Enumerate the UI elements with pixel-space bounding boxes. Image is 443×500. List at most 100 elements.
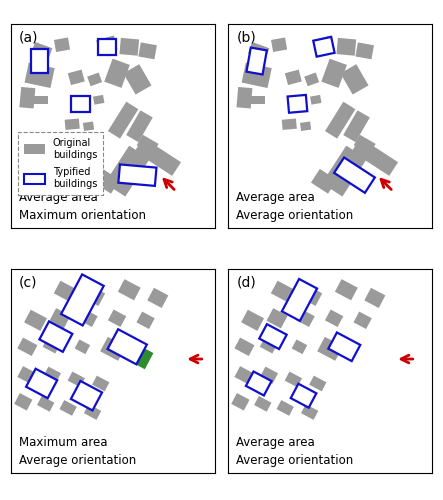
Polygon shape	[79, 310, 97, 327]
Text: Maximum orientation: Maximum orientation	[19, 209, 146, 222]
Polygon shape	[71, 381, 102, 410]
Polygon shape	[118, 279, 141, 300]
Polygon shape	[291, 340, 307, 354]
Polygon shape	[136, 312, 155, 329]
Polygon shape	[54, 38, 70, 52]
Polygon shape	[24, 62, 54, 88]
Polygon shape	[24, 310, 47, 331]
Polygon shape	[147, 288, 168, 308]
Text: (a): (a)	[19, 30, 39, 44]
Polygon shape	[37, 396, 54, 411]
Polygon shape	[118, 164, 156, 186]
Polygon shape	[65, 118, 80, 130]
Polygon shape	[31, 42, 52, 60]
Polygon shape	[17, 338, 38, 356]
Polygon shape	[334, 158, 375, 193]
Polygon shape	[136, 134, 159, 154]
Polygon shape	[352, 138, 398, 176]
Polygon shape	[276, 400, 294, 416]
Polygon shape	[43, 366, 61, 384]
Polygon shape	[121, 340, 153, 370]
Text: Average orientation: Average orientation	[236, 454, 354, 467]
Polygon shape	[31, 96, 48, 104]
Polygon shape	[309, 376, 326, 392]
Polygon shape	[31, 49, 48, 74]
Polygon shape	[249, 96, 265, 104]
Polygon shape	[104, 58, 130, 88]
Polygon shape	[310, 95, 322, 104]
Polygon shape	[105, 146, 150, 196]
Text: Average area: Average area	[19, 190, 98, 203]
Polygon shape	[248, 42, 269, 60]
Polygon shape	[282, 279, 317, 321]
Polygon shape	[337, 38, 356, 56]
Polygon shape	[300, 122, 311, 131]
Polygon shape	[328, 332, 360, 361]
Polygon shape	[282, 118, 297, 130]
Legend: Original
buildings, Typified
buildings: Original buildings, Typified buildings	[18, 132, 103, 194]
Polygon shape	[92, 376, 109, 392]
Polygon shape	[271, 38, 287, 52]
Polygon shape	[355, 42, 374, 59]
Text: (d): (d)	[236, 276, 256, 289]
Polygon shape	[325, 102, 355, 138]
Polygon shape	[241, 310, 264, 331]
Polygon shape	[271, 280, 295, 303]
Polygon shape	[317, 337, 343, 361]
Polygon shape	[108, 329, 147, 364]
Polygon shape	[246, 372, 272, 396]
Polygon shape	[260, 366, 278, 384]
Polygon shape	[97, 38, 116, 55]
Polygon shape	[285, 372, 302, 387]
Polygon shape	[304, 72, 319, 86]
Polygon shape	[291, 384, 316, 407]
Polygon shape	[73, 97, 88, 110]
Polygon shape	[290, 97, 305, 110]
Polygon shape	[321, 58, 347, 88]
Text: Average area: Average area	[236, 436, 315, 448]
Polygon shape	[325, 310, 343, 327]
Polygon shape	[322, 146, 367, 196]
Polygon shape	[246, 48, 267, 74]
Polygon shape	[39, 322, 72, 352]
Text: Maximum area: Maximum area	[19, 436, 108, 448]
Polygon shape	[354, 312, 372, 329]
Polygon shape	[59, 400, 77, 416]
Polygon shape	[260, 336, 278, 353]
Polygon shape	[343, 110, 370, 142]
Polygon shape	[108, 310, 126, 327]
Polygon shape	[301, 404, 319, 420]
Polygon shape	[135, 138, 181, 176]
Polygon shape	[241, 62, 272, 88]
Polygon shape	[364, 288, 385, 308]
Polygon shape	[68, 372, 85, 387]
Polygon shape	[68, 70, 85, 85]
Polygon shape	[14, 393, 32, 410]
Text: (c): (c)	[19, 276, 38, 289]
Text: (b): (b)	[236, 30, 256, 44]
Polygon shape	[259, 324, 287, 349]
Polygon shape	[123, 64, 152, 94]
Polygon shape	[17, 366, 38, 384]
Polygon shape	[335, 279, 358, 300]
Polygon shape	[340, 64, 369, 94]
Polygon shape	[71, 96, 89, 112]
Polygon shape	[120, 38, 139, 56]
Polygon shape	[234, 366, 255, 384]
Polygon shape	[108, 102, 138, 138]
Polygon shape	[234, 338, 255, 356]
Polygon shape	[84, 404, 101, 420]
Text: Average orientation: Average orientation	[236, 209, 354, 222]
Polygon shape	[26, 368, 57, 398]
Polygon shape	[254, 396, 272, 411]
Polygon shape	[313, 37, 334, 56]
Polygon shape	[84, 286, 105, 306]
Polygon shape	[267, 308, 288, 328]
Polygon shape	[288, 95, 307, 113]
Polygon shape	[50, 308, 70, 328]
Polygon shape	[285, 70, 302, 85]
Polygon shape	[126, 110, 153, 142]
Text: Average orientation: Average orientation	[19, 454, 136, 467]
Polygon shape	[54, 280, 78, 303]
Polygon shape	[83, 122, 94, 131]
